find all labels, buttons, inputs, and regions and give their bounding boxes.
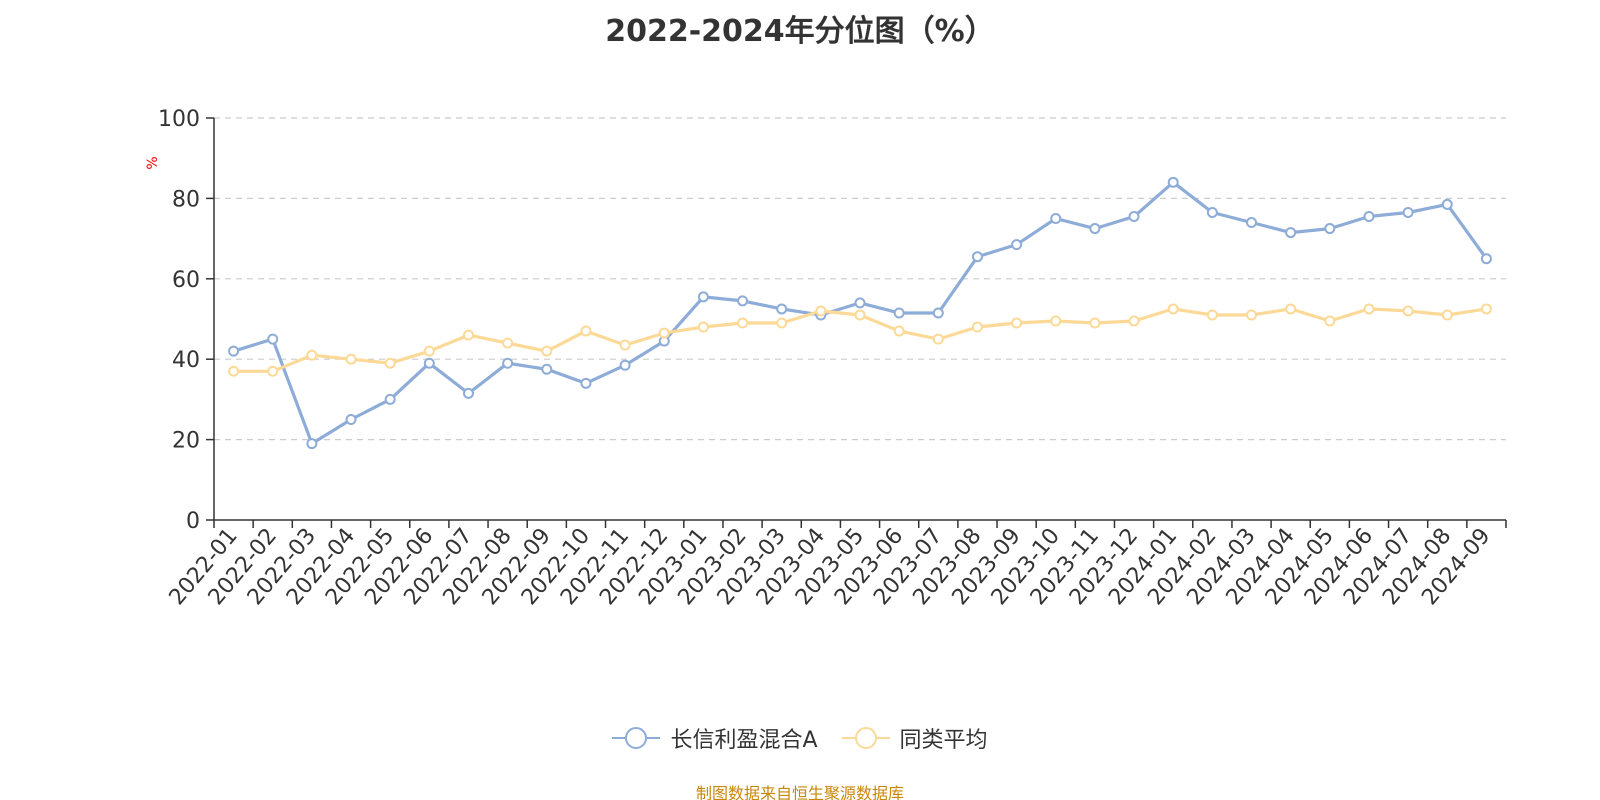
legend-item-series-2[interactable]: 同类平均 (841, 722, 988, 754)
data-point-series-2 (737, 317, 749, 329)
data-point-series-2 (1441, 309, 1453, 321)
data-point-series-2 (580, 325, 592, 337)
data-point-series-1 (776, 303, 788, 315)
y-tick-label: 100 (158, 107, 200, 132)
data-point-series-2 (423, 345, 435, 357)
data-point-series-2 (541, 345, 553, 357)
data-point-series-2 (815, 305, 827, 317)
data-point-series-2 (345, 353, 357, 365)
chart-legend: 长信利盈混合A 同类平均 (0, 722, 1600, 754)
data-point-series-1 (737, 295, 749, 307)
y-tick-label: 20 (172, 429, 200, 454)
data-point-series-2 (1285, 303, 1297, 315)
data-point-series-2 (1089, 317, 1101, 329)
y-tick-label: 0 (186, 509, 200, 534)
y-tick-label: 60 (172, 268, 200, 293)
data-point-series-1 (1128, 210, 1140, 222)
data-point-series-2 (697, 321, 709, 333)
data-point-series-2 (267, 365, 279, 377)
legend-label-series-2: 同类平均 (899, 728, 988, 753)
data-point-series-2 (854, 309, 866, 321)
data-point-series-1 (1324, 223, 1336, 235)
data-point-series-2 (228, 365, 240, 377)
data-point-series-1 (932, 307, 944, 319)
data-point-series-1 (1480, 253, 1492, 265)
data-point-series-2 (971, 321, 983, 333)
data-point-series-1 (1402, 206, 1414, 218)
data-point-series-1 (228, 345, 240, 357)
data-point-series-2 (776, 317, 788, 329)
y-tick-label: 40 (172, 348, 200, 373)
data-point-series-2 (658, 327, 670, 339)
data-point-series-2 (1167, 303, 1179, 315)
data-point-series-1 (1246, 217, 1258, 229)
data-point-series-1 (1050, 213, 1062, 224)
legend-label-series-1: 长信利盈混合A (670, 728, 818, 753)
data-point-series-2 (462, 329, 474, 341)
data-point-series-2 (384, 357, 396, 369)
data-point-series-1 (1011, 239, 1023, 251)
data-point-series-1 (1089, 223, 1101, 235)
y-tick-label: 80 (172, 187, 200, 212)
data-point-series-1 (893, 307, 905, 319)
data-point-series-1 (345, 414, 357, 425)
data-point-series-2 (1128, 315, 1140, 327)
data-point-series-1 (267, 333, 279, 345)
data-point-series-1 (580, 377, 592, 389)
data-point-series-2 (1011, 317, 1023, 329)
data-point-series-2 (1050, 315, 1062, 327)
data-point-series-1 (854, 297, 866, 309)
data-point-series-2 (1480, 303, 1492, 315)
legend-item-series-1[interactable]: 长信利盈混合A (612, 722, 818, 754)
data-point-series-2 (306, 349, 318, 361)
data-point-series-2 (1206, 309, 1218, 321)
data-point-series-1 (1441, 198, 1453, 210)
data-point-series-1 (697, 291, 709, 303)
data-point-series-1 (502, 357, 514, 369)
data-point-series-1 (1285, 227, 1297, 239)
data-points (228, 176, 1492, 450)
data-point-series-2 (502, 337, 514, 349)
data-point-series-1 (1363, 210, 1375, 222)
legend-line-circle-icon (841, 727, 890, 749)
data-point-series-1 (306, 438, 318, 450)
chart-title: 2022-2024年分位图（%） (605, 14, 995, 49)
data-point-series-2 (932, 333, 944, 345)
data-point-series-2 (1324, 315, 1336, 327)
grid-lines (214, 117, 1506, 441)
data-point-series-1 (541, 363, 553, 375)
data-point-series-1 (1167, 176, 1179, 188)
data-point-series-1 (384, 393, 396, 405)
data-point-series-1 (619, 359, 631, 371)
data-point-series-1 (1206, 206, 1218, 218)
y-axis-label: % (145, 156, 161, 169)
data-point-series-2 (1363, 303, 1375, 315)
data-point-series-2 (1246, 309, 1258, 321)
data-point-series-2 (893, 325, 905, 337)
data-point-series-2 (1402, 305, 1414, 317)
source-note: 制图数据来自恒生聚源数据库 (695, 784, 904, 800)
data-point-series-1 (462, 387, 474, 399)
data-point-series-1 (423, 357, 435, 369)
data-point-series-1 (971, 251, 983, 263)
data-point-series-2 (619, 339, 631, 351)
legend-line-circle-icon (612, 727, 661, 749)
